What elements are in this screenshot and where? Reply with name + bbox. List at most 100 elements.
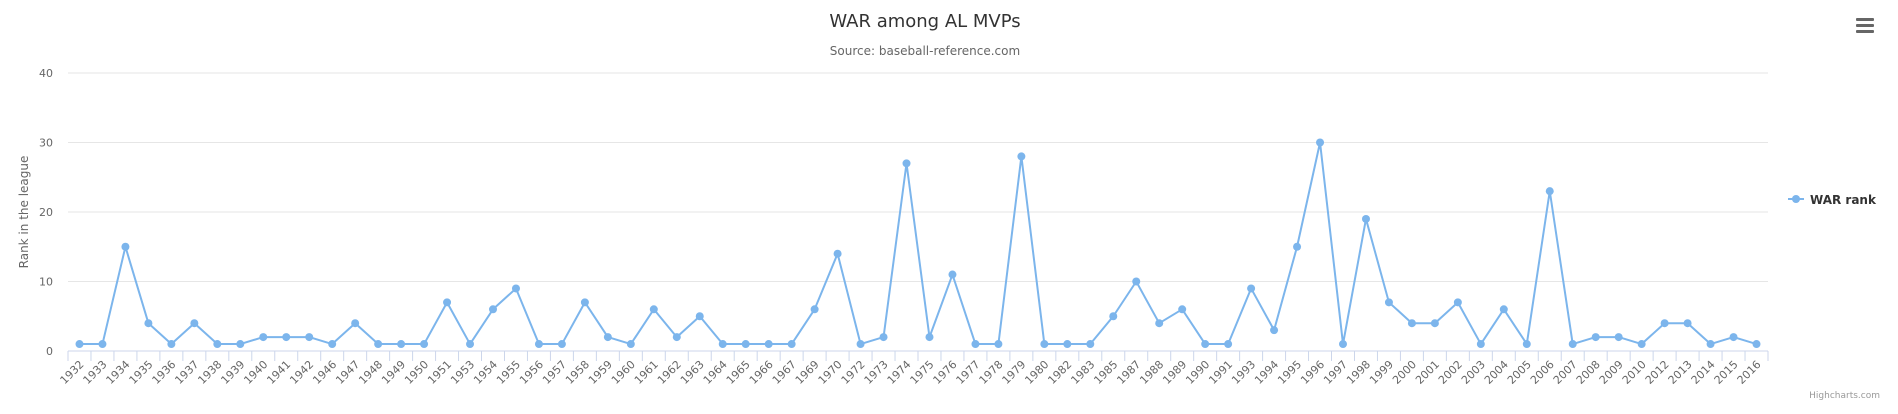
x-tick-label: 1960 (609, 358, 638, 387)
x-tick-label: 1996 (1298, 358, 1327, 387)
data-point (489, 305, 497, 314)
data-point (1752, 340, 1761, 349)
x-tick-label: 1967 (770, 358, 799, 387)
data-point (236, 340, 245, 349)
x-tick-label: 2007 (1551, 358, 1580, 387)
data-point (1637, 340, 1646, 349)
x-tick-label: 1938 (195, 358, 224, 387)
x-tick-label: 1962 (655, 358, 684, 387)
x-tick-label: 2012 (1643, 358, 1672, 387)
x-tick-label: 1983 (1068, 358, 1097, 387)
x-tick-label: 1987 (1114, 358, 1143, 387)
data-point (1499, 305, 1508, 314)
x-tick-label: 2000 (1390, 358, 1419, 387)
x-tick-label: 1994 (1252, 358, 1281, 387)
data-point (1339, 340, 1347, 349)
x-tick-label: 1959 (586, 358, 615, 387)
x-tick-label: 1972 (839, 358, 868, 387)
data-point (282, 333, 291, 342)
x-tick-label: 1975 (908, 358, 937, 387)
data-point (902, 159, 911, 168)
data-point (1430, 319, 1439, 328)
x-tick-label: 1947 (333, 358, 362, 387)
menu-bar (1856, 24, 1874, 27)
data-point (1316, 138, 1325, 147)
hamburger-menu-icon[interactable] (1852, 14, 1882, 40)
credits-link[interactable]: Highcharts.com (1809, 391, 1880, 401)
x-tick-label: 2009 (1597, 358, 1626, 387)
data-point (1660, 319, 1669, 328)
data-point (1522, 340, 1531, 349)
x-tick-label: 1961 (632, 358, 661, 387)
data-point (1591, 333, 1600, 342)
data-point (856, 340, 865, 349)
x-tick-label: 2016 (1735, 358, 1764, 387)
x-tick-label: 1965 (724, 358, 753, 387)
data-point (1407, 319, 1416, 328)
data-point (328, 340, 337, 349)
y-tick-label: 40 (39, 67, 53, 80)
x-tick-label: 1946 (310, 358, 339, 387)
x-axis: 1932193319341935193619371938193919401941… (58, 350, 1769, 387)
x-tick-label: 1932 (58, 358, 87, 387)
x-tick-label: 1963 (678, 358, 707, 387)
data-point (1453, 298, 1462, 307)
data-point (1568, 340, 1577, 349)
y-tick-label: 10 (39, 276, 53, 289)
menu-bar (1856, 18, 1874, 21)
x-tick-label: 2008 (1574, 358, 1603, 387)
data-point (1683, 319, 1692, 328)
x-tick-label: 1964 (701, 358, 730, 387)
data-point (925, 333, 934, 342)
data-point (534, 340, 543, 349)
y-axis-labels: 0 10 20 30 40 (39, 67, 53, 358)
y-tick-label: 30 (39, 137, 53, 150)
x-tick-label: 1999 (1367, 358, 1396, 387)
x-tick-label: 1980 (1022, 358, 1051, 387)
data-point (879, 333, 888, 342)
data-point (213, 340, 222, 349)
data-point (764, 340, 773, 349)
x-tick-label: 1974 (885, 358, 914, 387)
x-tick-label: 1950 (402, 358, 431, 387)
data-point (603, 333, 612, 342)
x-tick-label: 1991 (1206, 358, 1235, 387)
x-tick-label: 1966 (747, 358, 776, 387)
x-tick-label: 2004 (1482, 358, 1511, 387)
legend-item-label: WAR rank (1810, 193, 1877, 207)
legend-item-war-rank[interactable]: WAR rank (1788, 193, 1877, 207)
x-tick-label: 1989 (1160, 358, 1189, 387)
x-tick-label: 1953 (448, 358, 477, 387)
x-tick-label: 1936 (150, 358, 179, 387)
data-point (1017, 152, 1026, 161)
data-point (741, 340, 750, 349)
data-point (397, 340, 406, 349)
x-tick-label: 2014 (1689, 358, 1718, 387)
legend: WAR rank (1788, 193, 1877, 207)
data-point (1614, 333, 1623, 342)
x-tick-label: 2003 (1459, 358, 1488, 387)
data-point (1201, 340, 1210, 349)
x-tick-label: 2015 (1712, 358, 1741, 387)
data-point (1132, 277, 1141, 286)
data-point (971, 340, 980, 349)
x-tick-label: 1993 (1229, 358, 1258, 387)
x-tick-label: 1951 (425, 358, 454, 387)
x-tick-label: 1957 (540, 358, 569, 387)
data-point (994, 340, 1003, 349)
x-tick-label: 2002 (1436, 358, 1465, 387)
x-tick-label: 1985 (1091, 358, 1120, 387)
series-layer (75, 138, 1761, 349)
x-tick-label: 1982 (1045, 358, 1074, 387)
data-point (190, 319, 199, 328)
data-point (351, 319, 360, 328)
data-point (1109, 312, 1118, 321)
data-point (167, 340, 176, 349)
x-tick-label: 1934 (104, 358, 133, 387)
data-point (580, 298, 589, 307)
x-tick-label: 2010 (1620, 358, 1649, 387)
x-tick-label: 1949 (379, 358, 408, 387)
legend-marker-symbol (1792, 195, 1800, 203)
chart-title: WAR among AL MVPs (829, 11, 1020, 32)
